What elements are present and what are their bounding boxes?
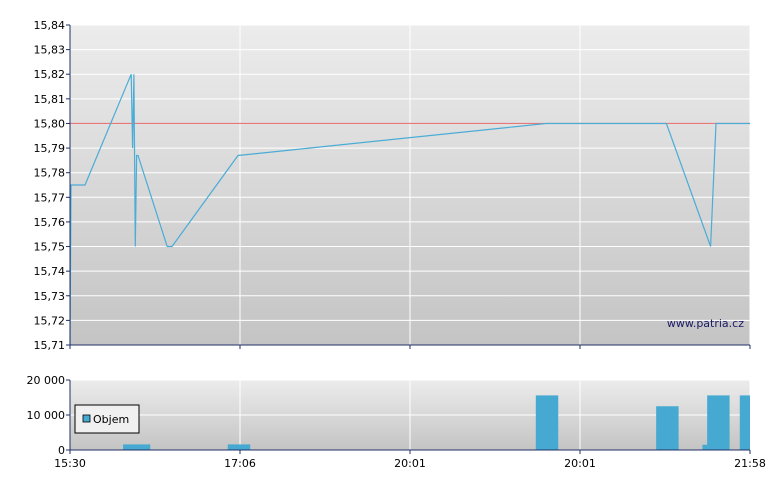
volume-bar [707, 395, 730, 450]
price-panel: 15,71 15,72 15,73 15,74 15,75 15,76 15,77 15,78… [34, 19, 751, 352]
price-series-line [69, 73, 750, 346]
volume-y-tick-label: 10 000 [27, 409, 66, 422]
volume-legend: Objem [74, 404, 140, 434]
legend-swatch [82, 414, 91, 423]
price-y-tick-label: 15,82 [34, 68, 66, 81]
price-y-tick-label: 15,78 [34, 167, 66, 180]
volume-y-tick-label: 20 000 [27, 374, 66, 387]
price-y-tick-label: 15,76 [34, 216, 66, 229]
volume-bar [702, 444, 708, 450]
x-axis-tick-label: 17:06 [224, 457, 256, 470]
watermark-text: www.patria.cz [667, 317, 744, 330]
price-y-tick-label: 15,73 [34, 290, 66, 303]
price-y-tick-label: 15,71 [34, 339, 66, 352]
x-axis-tick-label: 20:01 [564, 457, 596, 470]
volume-bar [535, 395, 559, 450]
price-y-tick-label: 15,80 [34, 117, 66, 130]
x-axis-tick-label: 15:30 [54, 457, 86, 470]
price-y-axis-ticks: 15,71 15,72 15,73 15,74 15,75 15,76 15,77 15,78… [34, 19, 70, 352]
volume-y-axis-ticks: 0 10 000 20 000 [27, 374, 70, 457]
price-y-tick-label: 15,72 [34, 314, 66, 327]
legend-label: Objem [93, 413, 129, 426]
volume-bars [123, 395, 750, 450]
x-axis-tick-label: 21:58 [734, 457, 766, 470]
volume-bar [227, 444, 251, 450]
x-axis-tick-label: 20:01 [394, 457, 426, 470]
price-y-tick-label: 15,77 [34, 191, 66, 204]
volume-y-tick-label: 0 [58, 444, 65, 457]
volume-bar [123, 444, 151, 450]
price-y-tick-label: 15,75 [34, 241, 66, 254]
price-y-tick-label: 15,81 [34, 93, 66, 106]
price-x-axis-ticks [69, 345, 751, 349]
volume-bar [656, 406, 679, 450]
price-y-tick-label: 15,74 [34, 265, 66, 278]
price-y-tick-label: 15,84 [34, 19, 66, 32]
volume-bar [739, 395, 750, 450]
volume-x-axis-ticks: 15:30 17:06 20:01 20:01 21:58 [54, 450, 766, 470]
price-y-tick-label: 15,79 [34, 142, 66, 155]
price-y-tick-label: 15,83 [34, 44, 66, 57]
